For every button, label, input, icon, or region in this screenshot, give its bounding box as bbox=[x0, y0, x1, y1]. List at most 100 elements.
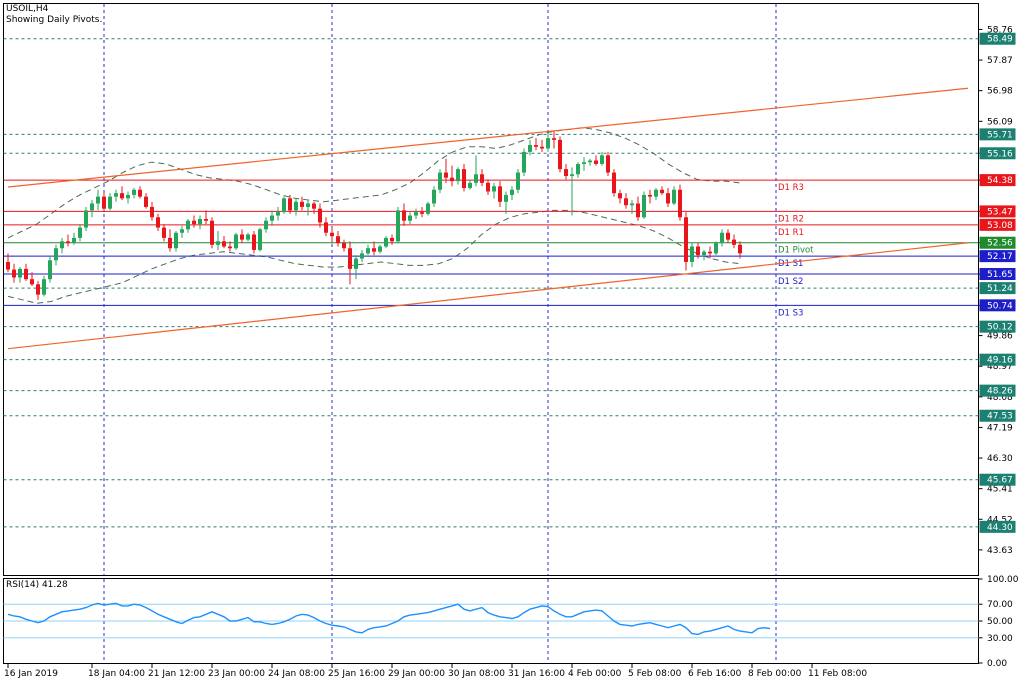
candle-body bbox=[438, 172, 442, 190]
candle-body bbox=[732, 239, 736, 245]
candle-body bbox=[546, 138, 550, 149]
candle-body bbox=[540, 146, 544, 149]
candle-body bbox=[204, 218, 208, 221]
price-level-box bbox=[979, 384, 1016, 397]
candle-body bbox=[144, 196, 148, 207]
candle-body bbox=[300, 201, 304, 207]
candle-body bbox=[684, 217, 688, 262]
candle-body bbox=[84, 210, 88, 228]
candle-body bbox=[318, 208, 322, 223]
candle-body bbox=[720, 232, 724, 244]
candle-body bbox=[678, 189, 682, 218]
price-level-box-label: 47.53 bbox=[987, 412, 1013, 422]
price-level-box-label: 58.49 bbox=[987, 35, 1013, 45]
candle-body bbox=[648, 194, 652, 197]
pivot-label: D1 S2 bbox=[778, 277, 803, 287]
price-level-box-label: 51.24 bbox=[987, 284, 1013, 294]
time-tick-label: 29 Jan 00:00 bbox=[388, 669, 445, 679]
time-tick-label: 24 Jan 08:00 bbox=[268, 669, 325, 679]
price-level-box-label: 53.47 bbox=[987, 207, 1013, 217]
price-level-box bbox=[979, 205, 1016, 218]
pivot-label: D1 S3 bbox=[778, 308, 803, 318]
time-axis: 16 Jan 2019 18 Jan 04:00 21 Jan 12:00 23 Ja… bbox=[4, 664, 867, 679]
candle-body bbox=[468, 182, 472, 189]
candle-body bbox=[510, 189, 514, 195]
time-tick-label: 8 Feb 00:00 bbox=[748, 669, 802, 679]
trendline bbox=[7, 87, 969, 188]
candle-body bbox=[186, 220, 190, 230]
candle-body bbox=[246, 234, 250, 240]
rsi-line bbox=[7, 602, 771, 636]
price-level-box bbox=[979, 353, 1016, 366]
pivot-subtitle: Showing Daily Pivots. bbox=[6, 15, 103, 25]
candle-body bbox=[6, 261, 10, 270]
rsi-tick-label: 0.00 bbox=[987, 659, 1007, 669]
price-level-box bbox=[979, 268, 1016, 281]
price-level-box bbox=[979, 520, 1016, 533]
candle-body bbox=[708, 251, 712, 254]
price-level-box-label: 49.16 bbox=[987, 356, 1013, 366]
candle-body bbox=[90, 203, 94, 211]
candle-body bbox=[564, 169, 568, 176]
price-tick-label: 45.41 bbox=[987, 485, 1013, 495]
price-level-box-label: 45.67 bbox=[987, 476, 1013, 486]
candle-body bbox=[48, 260, 52, 280]
candle-body bbox=[312, 203, 316, 209]
candle-body bbox=[450, 177, 454, 182]
candle-body bbox=[480, 174, 484, 183]
time-tick-label: 4 Feb 00:00 bbox=[568, 669, 622, 679]
candle-body bbox=[516, 172, 520, 190]
candle-body bbox=[576, 163, 580, 175]
price-level-box bbox=[979, 32, 1016, 45]
rsi-tick-label: 70.00 bbox=[987, 600, 1013, 610]
candle-body bbox=[30, 279, 34, 285]
pivot-label: D1 R1 bbox=[778, 228, 804, 238]
price-level-box-label: 52.56 bbox=[987, 239, 1013, 249]
time-tick-label: 23 Jan 00:00 bbox=[208, 669, 265, 679]
candle-body bbox=[606, 155, 610, 173]
candle-body bbox=[660, 189, 664, 194]
price-tick-label: 47.19 bbox=[987, 423, 1013, 433]
pivot-label: D1 S1 bbox=[778, 259, 803, 269]
price-level-box bbox=[979, 320, 1016, 333]
candle-body bbox=[432, 189, 436, 204]
rsi-axis: 100.00 70.00 50.00 30.00 0.00 bbox=[978, 575, 1019, 669]
price-tick-label: 56.98 bbox=[987, 87, 1013, 97]
candle-body bbox=[102, 196, 106, 209]
candle-body bbox=[696, 246, 700, 256]
candle-body bbox=[162, 227, 166, 238]
price-level-box-label: 50.74 bbox=[987, 301, 1013, 311]
price-tick-label: 58.76 bbox=[987, 25, 1013, 35]
candle-body bbox=[36, 284, 40, 295]
candle-body bbox=[360, 253, 364, 259]
time-tick-label: 5 Feb 08:00 bbox=[628, 669, 682, 679]
candle-body bbox=[24, 268, 28, 280]
candle-body bbox=[12, 269, 16, 278]
candle-body bbox=[498, 186, 502, 202]
candle-body bbox=[366, 248, 370, 254]
candle-body bbox=[378, 246, 382, 252]
candle-body bbox=[372, 248, 376, 252]
candle-body bbox=[282, 198, 286, 213]
candle-body bbox=[156, 217, 160, 228]
rsi-tick-label: 50.00 bbox=[987, 617, 1013, 627]
candle-body bbox=[456, 169, 460, 182]
candle-body bbox=[42, 279, 46, 295]
candle-body bbox=[234, 234, 238, 249]
rsi-indicator bbox=[3, 602, 979, 639]
time-tick-label: 21 Jan 12:00 bbox=[148, 669, 205, 679]
candle-body bbox=[120, 193, 124, 199]
candle-body bbox=[444, 172, 448, 178]
trendlines[interactable] bbox=[7, 87, 969, 350]
candle-body bbox=[276, 212, 280, 216]
candle-body bbox=[702, 251, 706, 256]
price-tick-label: 44.52 bbox=[987, 515, 1013, 525]
candle-body bbox=[210, 220, 214, 245]
candle-body bbox=[624, 198, 628, 206]
candle-body bbox=[330, 232, 334, 237]
pivot-label: D1 R3 bbox=[778, 183, 804, 193]
candle-body bbox=[642, 194, 646, 218]
candle-body bbox=[132, 189, 136, 195]
candle-body bbox=[294, 201, 298, 211]
